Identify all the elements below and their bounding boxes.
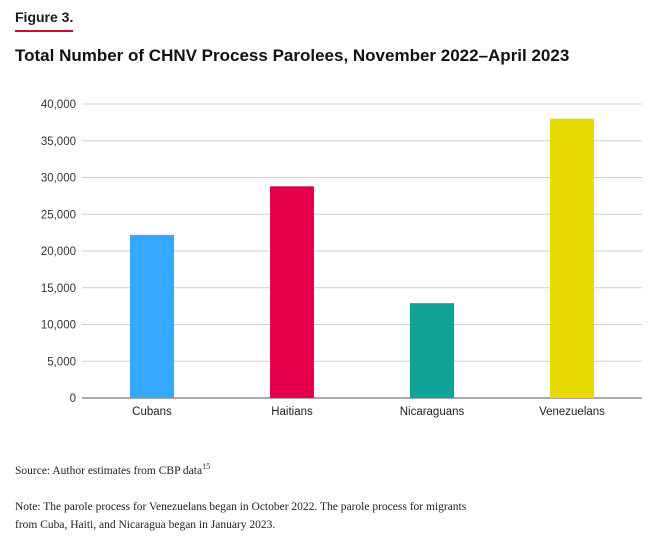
y-tick-label: 5,000 bbox=[47, 356, 76, 368]
x-category-label: Nicaraguans bbox=[400, 406, 465, 418]
x-category-label: Cubans bbox=[132, 406, 172, 418]
y-tick-label: 15,000 bbox=[41, 283, 76, 295]
source-note: Source: Author estimates from CBP data15 bbox=[15, 462, 210, 477]
bar-chart: 0 5,000 10,000 15,000 20,000 25,000 30,000 35,0… bbox=[41, 99, 642, 418]
bar-haitians bbox=[270, 186, 314, 398]
y-tick-label: 30,000 bbox=[41, 173, 76, 185]
y-tick-label: 10,000 bbox=[41, 320, 76, 332]
bar-cubans bbox=[130, 234, 174, 398]
x-axis-category-labels: Cubans Haitians Nicaraguans Venezuelans bbox=[132, 406, 605, 418]
source-text: Source: Author estimates from CBP data bbox=[15, 464, 203, 477]
x-category-label: Haitians bbox=[271, 406, 313, 418]
source-footnote-ref: 15 bbox=[202, 462, 211, 471]
y-tick-label: 35,000 bbox=[41, 136, 76, 148]
bars bbox=[130, 118, 594, 398]
bar-venezuelans bbox=[550, 118, 594, 398]
y-tick-label: 20,000 bbox=[41, 246, 76, 258]
y-axis-tick-labels: 0 5,000 10,000 15,000 20,000 25,000 30,000 35,0… bbox=[41, 99, 76, 405]
gridlines bbox=[82, 103, 642, 399]
chart-title: Total Number of CHNV Process Parolees, N… bbox=[15, 46, 570, 65]
parole-process-note: Note: The parole process for Venezuelans… bbox=[15, 501, 467, 531]
figure-accent-rule bbox=[15, 30, 73, 32]
y-tick-label: 25,000 bbox=[41, 209, 76, 221]
y-tick-label: 0 bbox=[70, 393, 76, 405]
figure-label: Figure 3. bbox=[15, 9, 74, 25]
bar-nicaraguans bbox=[410, 303, 454, 398]
y-tick-label: 40,000 bbox=[41, 99, 76, 111]
x-category-label: Venezuelans bbox=[539, 406, 605, 418]
